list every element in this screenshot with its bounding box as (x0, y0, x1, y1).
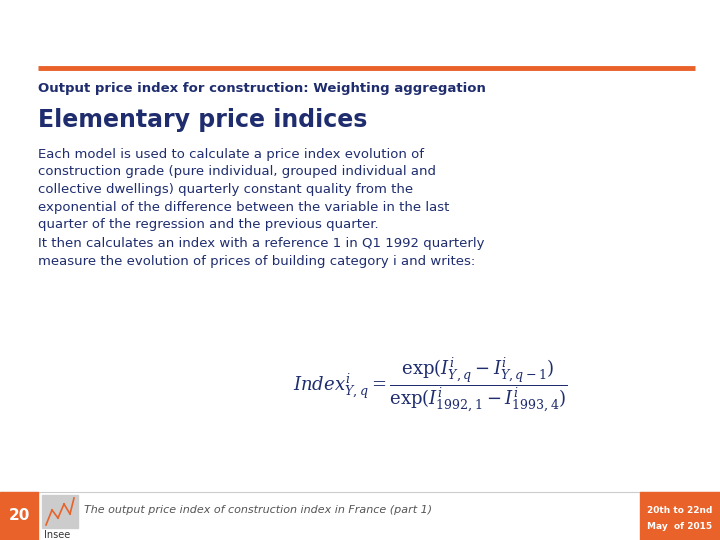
Text: 20th to 22nd: 20th to 22nd (647, 506, 713, 515)
Text: Insee: Insee (44, 530, 71, 540)
Bar (42, 495, 78, 528)
Text: Output price index for construction: Weighting aggregation: Output price index for construction: Wei… (38, 82, 486, 95)
Text: 20: 20 (9, 509, 30, 523)
Text: quarter of the regression and the previous quarter.: quarter of the regression and the previo… (38, 218, 379, 231)
Text: measure the evolution of prices of building category i and writes:: measure the evolution of prices of build… (38, 255, 475, 268)
Text: Each model is used to calculate a price index evolution of: Each model is used to calculate a price … (38, 148, 424, 161)
Text: collective dwellings) quarterly constant quality from the: collective dwellings) quarterly constant… (38, 183, 413, 196)
Bar (0, 492, 38, 540)
Text: May  of 2015: May of 2015 (647, 522, 713, 531)
Text: exponential of the difference between the variable in the last: exponential of the difference between th… (38, 200, 449, 213)
Bar (640, 492, 720, 540)
Text: construction grade (pure individual, grouped individual and: construction grade (pure individual, gro… (38, 165, 436, 179)
Text: It then calculates an index with a reference 1 in Q1 1992 quarterly: It then calculates an index with a refer… (38, 238, 485, 251)
Text: The output price index of construction index in France (part 1): The output price index of construction i… (84, 505, 432, 515)
Text: Elementary price indices: Elementary price indices (38, 108, 367, 132)
Text: $\mathit{Index}^{i}_{Y,q} = \dfrac{\exp(I^{i}_{Y,q} - I^{i}_{Y,q-1})}{\exp(I^{i}: $\mathit{Index}^{i}_{Y,q} = \dfrac{\exp(… (292, 355, 567, 415)
